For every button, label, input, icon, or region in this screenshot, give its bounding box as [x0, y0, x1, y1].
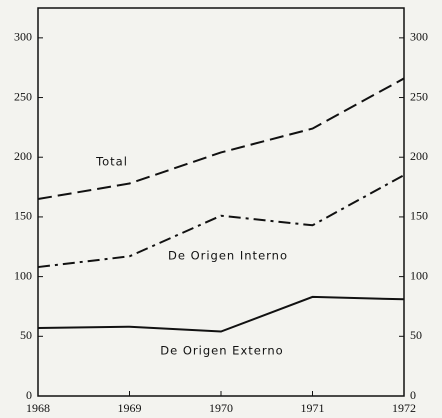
- y-tick-label: 150: [14, 209, 32, 223]
- series-label: De Origen Externo: [160, 344, 283, 358]
- x-tick-label: 1970: [209, 401, 233, 415]
- x-tick-label: 1969: [118, 401, 142, 415]
- y2-tick-label: 250: [410, 89, 428, 103]
- y-tick-label: 0: [26, 388, 32, 402]
- y2-tick-label: 50: [410, 328, 422, 342]
- y-tick-label: 300: [14, 30, 32, 44]
- x-tick-label: 1968: [26, 401, 50, 415]
- y-tick-label: 50: [20, 328, 32, 342]
- y-tick-label: 100: [14, 268, 32, 282]
- y2-tick-label: 0: [410, 388, 416, 402]
- series-line: [37, 174, 405, 269]
- series-line: [37, 295, 405, 333]
- y2-tick-label: 200: [410, 149, 428, 163]
- plot-frame: [37, 7, 405, 397]
- series-label: De Origen Interno: [168, 249, 288, 263]
- y2-tick-label: 300: [410, 30, 428, 44]
- series-line: [37, 77, 405, 201]
- x-tick-label: 1971: [301, 401, 325, 415]
- series-label: Total: [95, 155, 128, 169]
- y2-tick-label: 100: [410, 268, 428, 282]
- y-tick-label: 200: [14, 149, 32, 163]
- x-tick-label: 1972: [392, 401, 416, 415]
- y2-tick-label: 150: [410, 209, 428, 223]
- y-tick-label: 250: [14, 89, 32, 103]
